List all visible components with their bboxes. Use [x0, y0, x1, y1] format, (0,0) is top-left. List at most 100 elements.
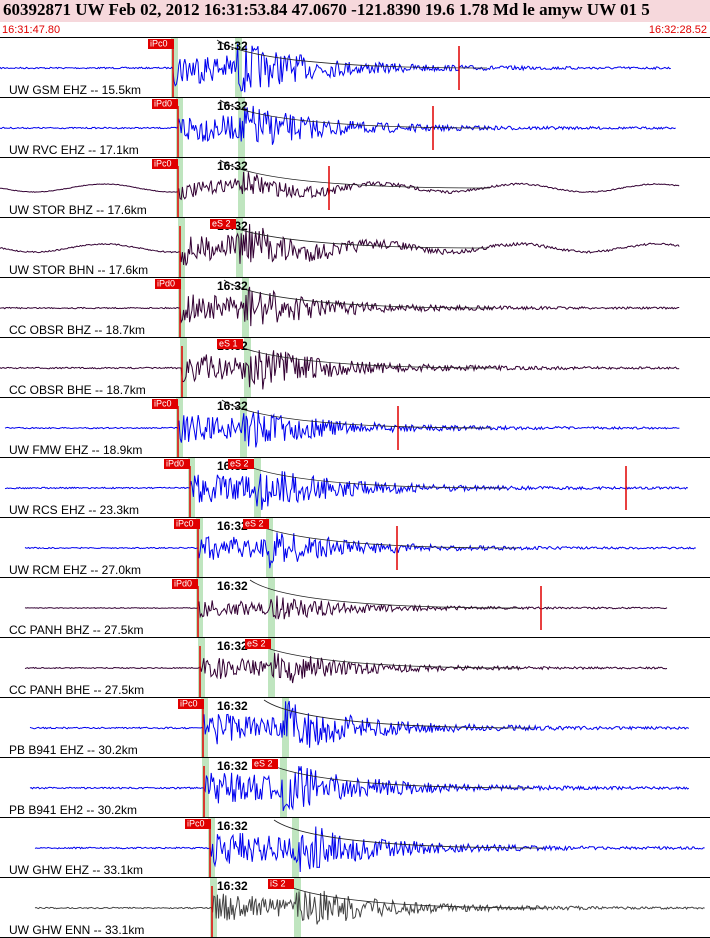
trace-label: UW RVC EHZ -- 17.1km: [9, 143, 139, 157]
pick-label: iPc0: [154, 158, 172, 168]
p-band: [188, 458, 195, 518]
pick-box: [152, 99, 178, 109]
time-mark: 16:32: [217, 759, 248, 773]
trace-label: PB B941 EH2 -- 30.2km: [9, 803, 137, 817]
pick-box: [268, 879, 294, 889]
waveform: [24, 595, 668, 620]
pick-box: [155, 279, 181, 289]
pick-label: iPc0: [154, 398, 172, 408]
pick-box: [217, 339, 243, 349]
trace-label: PB B941 EHZ -- 30.2km: [9, 743, 138, 757]
p-band: [244, 338, 251, 398]
p-band: [180, 338, 187, 398]
coda-curve: [221, 399, 493, 429]
waveform: [0, 286, 680, 327]
pick-box: [152, 399, 178, 409]
time-mark: 16:32: [217, 159, 248, 173]
trace-label: UW STOR BHN -- 17.6km: [9, 263, 148, 277]
time-mark: 16:32: [217, 819, 248, 833]
waveform: [0, 105, 676, 145]
time-mark: 16:32: [217, 579, 248, 593]
time-mark: 16:32: [217, 279, 248, 293]
pick-box: [178, 699, 204, 709]
waveform: [24, 652, 668, 684]
pick-label: iPd0: [154, 98, 172, 108]
waveform: [34, 890, 705, 925]
p-band: [210, 878, 217, 938]
pick-label: eS 2: [230, 458, 249, 468]
coda-curve: [249, 639, 521, 669]
p-band: [280, 758, 287, 818]
p-band: [176, 158, 183, 218]
coda-curve: [249, 579, 521, 609]
pick-label: iPc0: [150, 38, 168, 48]
trace-label: CC PANH BHE -- 27.5km: [9, 683, 144, 697]
p-band: [178, 218, 185, 278]
p-band: [266, 518, 273, 578]
coda-curve: [275, 879, 547, 909]
pick-box: [185, 819, 211, 829]
pick-box: [174, 519, 200, 529]
p-band: [171, 38, 178, 98]
coda-curve: [216, 39, 488, 69]
waveform: [29, 765, 690, 811]
pick-label: iS 2: [270, 878, 286, 888]
p-band: [208, 818, 215, 878]
p-band: [254, 458, 261, 518]
time-mark: 16:32: [217, 39, 248, 53]
trace-label: UW GHW EHZ -- 33.1km: [9, 863, 143, 877]
header-bar: [0, 0, 710, 22]
pick-label: iPc0: [180, 698, 198, 708]
waveform: [24, 532, 696, 569]
coda-curve: [219, 159, 491, 189]
time-mark: 16:32: [217, 879, 248, 893]
trace-label: UW GHW ENN -- 33.1km: [9, 923, 144, 937]
coda-curve: [223, 279, 495, 309]
trace-label: UW GSM EHZ -- 15.5km: [9, 83, 141, 97]
trace-label: UW FMW EHZ -- 18.9km: [9, 443, 142, 457]
pick-box: [152, 159, 178, 169]
pick-label: iPc0: [176, 518, 194, 528]
trace-label: CC OBSR BHZ -- 18.7km: [9, 323, 145, 337]
waveform: [0, 223, 680, 266]
end-time: 16:32:28.52: [649, 24, 707, 36]
pick-box: [252, 759, 278, 769]
p-band: [240, 398, 247, 458]
pick-label: iPc0: [187, 818, 205, 828]
coda-curve: [273, 819, 545, 849]
pick-label: eS 2: [247, 638, 266, 648]
p-band: [178, 278, 185, 338]
waveform: [0, 171, 680, 201]
pick-label: eS 1: [219, 338, 238, 348]
time-mark: 16:32: [217, 99, 248, 113]
pick-label: iPd0: [166, 458, 184, 468]
header-title: 60392871 UW Feb 02, 2012 16:31:53.84 47.…: [3, 0, 650, 19]
pick-box: [210, 219, 236, 229]
coda-curve: [219, 99, 491, 129]
time-mark: 16:32: [217, 699, 248, 713]
waveform: [0, 350, 680, 390]
waveform: [0, 43, 671, 93]
p-band: [176, 98, 183, 158]
trace-label: UW STOR BHZ -- 17.6km: [9, 203, 147, 217]
waveform: [4, 410, 680, 448]
start-time: 16:31:47.80: [2, 24, 60, 36]
time-mark: 16:32: [217, 519, 248, 533]
waveform: [34, 826, 705, 873]
trace-label: CC OBSR BHE -- 18.7km: [9, 383, 146, 397]
pick-label: eS 2: [254, 758, 273, 768]
p-band: [196, 518, 203, 578]
pick-label: iPd0: [157, 278, 175, 288]
pick-label: iPd0: [174, 578, 192, 588]
p-band: [282, 698, 289, 758]
trace-label: UW RCS EHZ -- 23.3km: [9, 503, 139, 517]
trace-label: CC PANH BHZ -- 27.5km: [9, 623, 143, 637]
p-band: [292, 818, 299, 878]
p-band: [198, 638, 205, 698]
pick-box: [245, 639, 271, 649]
pick-label: eS 2: [212, 218, 231, 228]
coda-curve: [247, 519, 519, 549]
pick-label: eS 2: [245, 518, 264, 528]
